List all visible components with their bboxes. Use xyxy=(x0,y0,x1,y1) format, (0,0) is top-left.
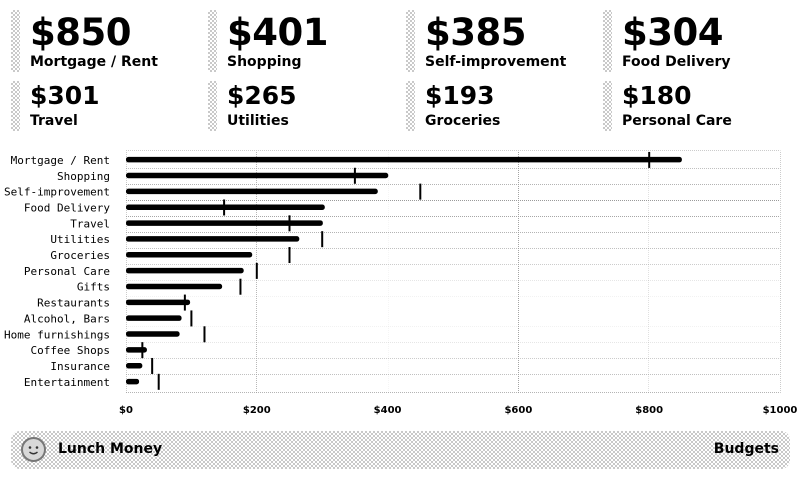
spending-bar xyxy=(126,156,682,163)
spending-bar xyxy=(126,378,140,385)
chart-frame xyxy=(125,150,781,394)
x-tick-label: $200 xyxy=(243,405,271,416)
app-title: Lunch Money xyxy=(58,441,163,457)
category-label: Alcohol, Bars xyxy=(24,312,110,325)
stat-amount: $193 xyxy=(425,81,495,110)
category-label: Home furnishings xyxy=(4,328,110,341)
lunch-money-face-icon xyxy=(21,437,46,462)
stat-amount: $265 xyxy=(227,81,297,110)
spending-bar xyxy=(126,236,300,242)
spending-bar xyxy=(126,267,244,274)
chart-bars xyxy=(126,156,682,385)
stat-accent-bar xyxy=(406,81,415,131)
category-label: Entertainment xyxy=(24,376,110,389)
x-tick-label: $800 xyxy=(635,405,663,416)
chart-category-labels: Mortgage / Rent Shopping Self-improvement F… xyxy=(4,154,110,389)
stat-accent-bar xyxy=(603,10,612,72)
category-label: Gifts xyxy=(77,281,110,294)
stat-label: Personal Care xyxy=(622,113,732,129)
stat-label: Food Delivery xyxy=(622,54,731,70)
stat-label: Travel xyxy=(30,113,78,129)
spending-bar xyxy=(126,331,180,337)
stat-accent-bar xyxy=(11,10,20,72)
spending-bar xyxy=(126,252,253,258)
stat-label: Mortgage / Rent xyxy=(30,54,158,70)
spending-bar xyxy=(126,283,223,290)
spending-bar xyxy=(126,172,389,179)
category-label: Insurance xyxy=(50,360,110,373)
stat-label: Shopping xyxy=(227,54,302,70)
stat-amount: $385 xyxy=(425,11,526,54)
category-label: Travel xyxy=(70,217,110,230)
chart-budget-markers xyxy=(141,151,651,390)
footer-bar: Lunch Money Budgets xyxy=(11,431,790,469)
stat-accent-bar xyxy=(208,81,217,131)
spending-bar xyxy=(126,362,143,369)
spending-bar xyxy=(126,188,378,195)
budget-bar-chart: Mortgage / Rent Shopping Self-improvement F… xyxy=(4,150,797,416)
x-tick-label: $1000 xyxy=(763,405,798,416)
stat-amount: $304 xyxy=(622,11,723,54)
spending-bar xyxy=(126,204,325,210)
stat-label: Utilities xyxy=(227,113,289,129)
category-label: Personal Care xyxy=(24,265,110,278)
spending-bar xyxy=(126,315,182,321)
stat-amount: $401 xyxy=(227,11,328,54)
x-tick-label: $600 xyxy=(504,405,532,416)
stat-amount: $301 xyxy=(30,81,100,110)
category-label: Coffee Shops xyxy=(31,344,110,357)
section-title: Budgets xyxy=(713,441,779,457)
category-label: Mortgage / Rent xyxy=(11,154,110,167)
spending-bar xyxy=(126,299,191,306)
category-label: Utilities xyxy=(50,233,110,246)
category-label: Shopping xyxy=(57,170,110,183)
summary-stats: $850 Mortgage / Rent $401 Shopping $385 … xyxy=(0,0,800,140)
spending-bar xyxy=(126,347,147,353)
x-tick-label: $400 xyxy=(374,405,402,416)
chart-grid xyxy=(125,150,781,394)
stat-label: Groceries xyxy=(425,113,501,129)
stat-accent-bar xyxy=(208,10,217,72)
stat-amount: $180 xyxy=(622,81,692,110)
x-tick-label: $0 xyxy=(119,405,133,416)
category-label: Groceries xyxy=(50,249,110,262)
stat-amount: $850 xyxy=(30,11,131,54)
stat-accent-bar xyxy=(603,81,612,131)
stat-accent-bar xyxy=(11,81,20,131)
stat-accent-bar xyxy=(406,10,415,72)
spending-bar xyxy=(126,220,323,226)
stat-label: Self-improvement xyxy=(425,54,567,70)
chart-x-axis: $0 $200 $400 $600 $800 $1000 xyxy=(119,405,797,416)
category-label: Self-improvement xyxy=(4,186,110,199)
category-label: Food Delivery xyxy=(24,201,110,214)
category-label: Restaurants xyxy=(37,297,110,310)
